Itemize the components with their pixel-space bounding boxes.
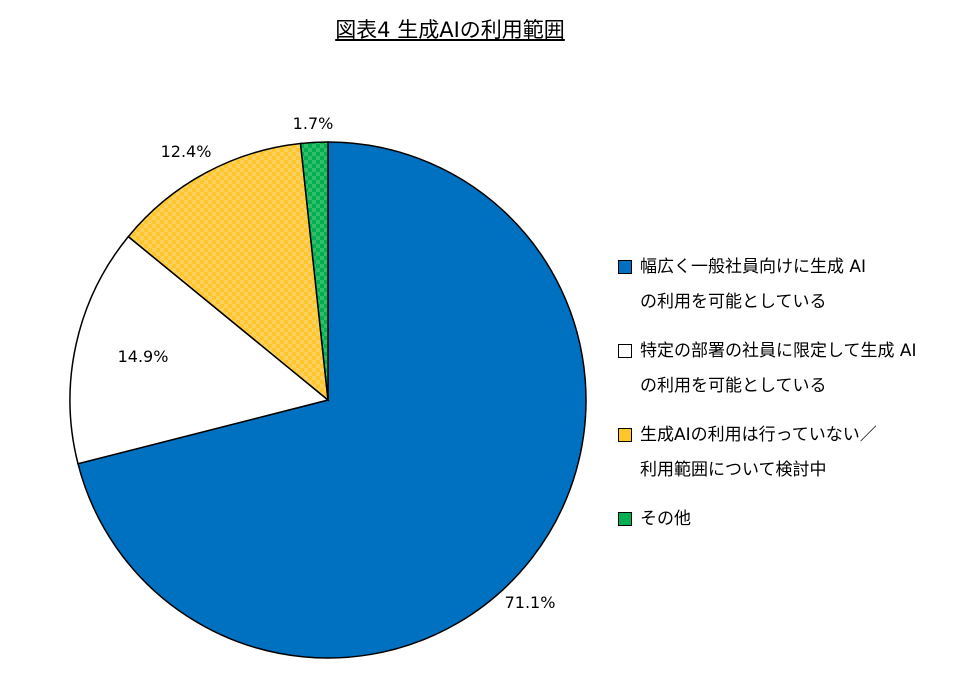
data-label: 14.9% — [118, 347, 169, 366]
legend-swatch — [618, 428, 632, 442]
pie-slice — [77, 141, 587, 659]
legend-swatch — [618, 512, 632, 526]
legend-item: 特定の部署の社員に限定して生成 AI の利用を可能としている — [618, 334, 917, 404]
legend-label: の利用を可能としている — [640, 292, 827, 312]
legend-label: 特定の部署の社員に限定して生成 AI — [640, 341, 917, 361]
pie-slice — [299, 141, 329, 401]
data-label: 12.4% — [161, 142, 212, 161]
legend-swatch — [618, 344, 632, 358]
pie-slice — [69, 235, 330, 465]
legend-label: 利用範囲について検討中 — [640, 460, 827, 480]
pie-slice — [127, 142, 329, 402]
legend-label: 幅広く一般社員向けに生成 AI — [640, 257, 867, 277]
legend-item: 生成AIの利用は行っていない／ 利用範囲について検討中 — [618, 418, 917, 488]
data-label: 71.1% — [505, 593, 556, 612]
legend-item: その他 — [618, 502, 917, 537]
legend-label: の利用を可能としている — [640, 376, 827, 396]
legend-label: 生成AIの利用は行っていない／ — [640, 425, 877, 445]
chart-title: 図表4 生成AIの利用範囲 — [335, 18, 565, 42]
data-label: 1.7% — [293, 114, 334, 133]
legend: 幅広く一般社員向けに生成 AI の利用を可能としている 特定の部署の社員に限定して生… — [618, 250, 917, 551]
legend-item: 幅広く一般社員向けに生成 AI の利用を可能としている — [618, 250, 917, 320]
legend-label: その他 — [640, 509, 691, 529]
legend-swatch — [618, 260, 632, 274]
